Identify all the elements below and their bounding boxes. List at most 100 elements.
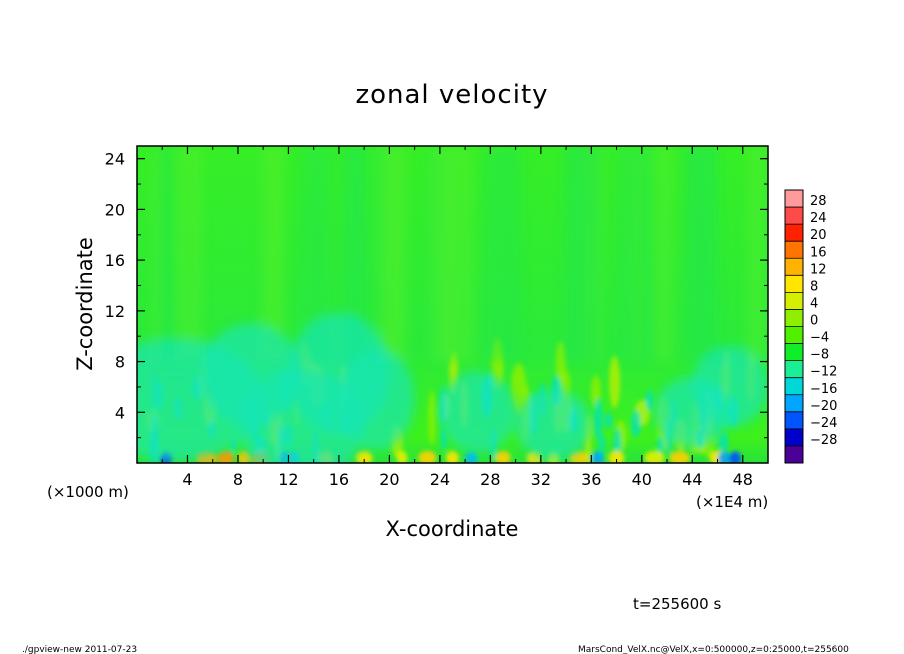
field-surface-warm [495, 450, 511, 463]
field-cool-streak [645, 389, 653, 411]
field-surface-cool [729, 451, 742, 463]
colorbar-label: 24 [810, 211, 827, 226]
x-tick-label: 20 [379, 470, 399, 489]
field-streak [347, 146, 369, 362]
colorbar-swatch [785, 224, 803, 242]
field-surface-warm [216, 450, 234, 463]
colorbar-swatch [785, 241, 803, 259]
field-surface-warm [644, 450, 665, 463]
field-cool-streak [631, 409, 641, 438]
colorbar-swatch [785, 275, 803, 293]
field-streak [385, 146, 407, 362]
y-tick-label: 16 [105, 251, 125, 270]
x-tick-label: 16 [329, 470, 349, 489]
field-cool-streak [718, 433, 729, 453]
field-warm-streak [511, 362, 527, 414]
colorbar-label: 4 [810, 296, 818, 311]
x-tick-label: 4 [182, 470, 192, 489]
y-tick-label: 12 [105, 302, 125, 321]
x-tick-label: 40 [632, 470, 652, 489]
x-tick-label: 28 [480, 470, 500, 489]
field-cool-region [338, 348, 415, 451]
field-streak [507, 146, 522, 362]
field-streak [655, 146, 674, 362]
field-cool-streak [604, 412, 613, 429]
field-cool-streak [594, 397, 603, 440]
y-tick-label: 24 [105, 150, 125, 169]
field-cool-streak [598, 433, 606, 455]
x-tick-label: 8 [233, 470, 243, 489]
field-streak [271, 146, 280, 362]
field-streak [177, 146, 203, 362]
y-unit-label: (×1000 m) [47, 483, 129, 501]
y-tick-label: 4 [115, 403, 125, 422]
colorbar-label: 20 [810, 228, 827, 243]
colorbar-label: −16 [810, 382, 837, 397]
field-streak [430, 146, 455, 362]
colorbar-label: 16 [810, 245, 827, 260]
colorbar-swatch [785, 377, 803, 396]
footer-right: MarsCond_VelX.nc@VelX,x=0:500000,z=0:250… [578, 645, 849, 654]
field-surface-warm [355, 450, 373, 463]
field-cool-region [692, 346, 768, 428]
field-streak [483, 146, 511, 362]
y-axis-label: Z-coordinate [73, 237, 97, 371]
colorbar-swatch [785, 309, 803, 327]
x-tick-label: 36 [581, 470, 601, 489]
colorbar-label: −8 [810, 348, 829, 363]
colorbar-swatch [785, 411, 803, 430]
colorbar-swatch [785, 394, 803, 413]
y-axis-ticks: 4 8 12 16 20 24 [105, 150, 768, 439]
colorbar-label: −28 [810, 433, 837, 448]
field-streak [618, 146, 652, 362]
field-surface-cool [591, 451, 604, 463]
field-streak [747, 146, 766, 362]
y-tick-label: 20 [105, 200, 125, 219]
field-surface-cool [717, 451, 730, 463]
chart-title: zonal velocity [355, 80, 548, 110]
colorbar-label: −4 [810, 331, 829, 346]
field-cool-region [515, 389, 592, 461]
colorbar-swatch [785, 360, 803, 378]
field-warm-streak [428, 391, 436, 446]
field-cool-region [439, 371, 516, 453]
x-tick-label: 44 [682, 470, 702, 489]
colorbar: 28 24 20 16 12 8 4 0 −4 −8 −12 −16 −20 −24 −28 [784, 189, 837, 464]
x-tick-label: 48 [733, 470, 753, 489]
colorbar-swatch [785, 445, 803, 464]
x-unit-label: (×1E4 m) [696, 493, 768, 511]
plot-frame [136, 145, 769, 464]
colorbar-label: −24 [810, 416, 837, 431]
colorbar-label: 0 [810, 314, 818, 329]
colorbar-swatch [785, 190, 803, 208]
field-warm-streak [609, 355, 621, 409]
colorbar-label: −12 [810, 365, 837, 380]
colorbar-swatch [785, 258, 803, 276]
x-axis-label: X-coordinate [386, 517, 519, 541]
field-streak [684, 146, 716, 362]
colorbar-swatch [785, 292, 803, 310]
colorbar-label: 28 [810, 194, 827, 209]
x-tick-label: 32 [531, 470, 551, 489]
colorbar-swatch [785, 343, 803, 361]
y-tick-label: 8 [115, 353, 125, 372]
colorbar-swatch [785, 326, 803, 344]
field-surface-warm [608, 450, 625, 463]
field-surface-warm [396, 450, 408, 463]
field-surface-cool [465, 451, 478, 463]
colorbar-label: 12 [810, 262, 827, 277]
x-tick-label: 24 [430, 470, 450, 489]
colorbar-label: −20 [810, 399, 837, 414]
field-streak [151, 146, 160, 362]
x-tick-label: 12 [278, 470, 298, 489]
field-streak [563, 146, 598, 362]
field-surface-warm [418, 450, 437, 463]
heatmap-soft-layer [137, 146, 768, 463]
field-cool-streak [657, 436, 664, 455]
x-axis-ticks: 4 8 12 16 20 24 28 32 36 40 44 48 [161, 146, 753, 489]
field-surface-warm [445, 450, 460, 463]
footer-left: ./gpview-new 2011-07-23 [22, 645, 137, 654]
field-surface-warm [669, 450, 691, 463]
heatmap-field [137, 146, 768, 463]
